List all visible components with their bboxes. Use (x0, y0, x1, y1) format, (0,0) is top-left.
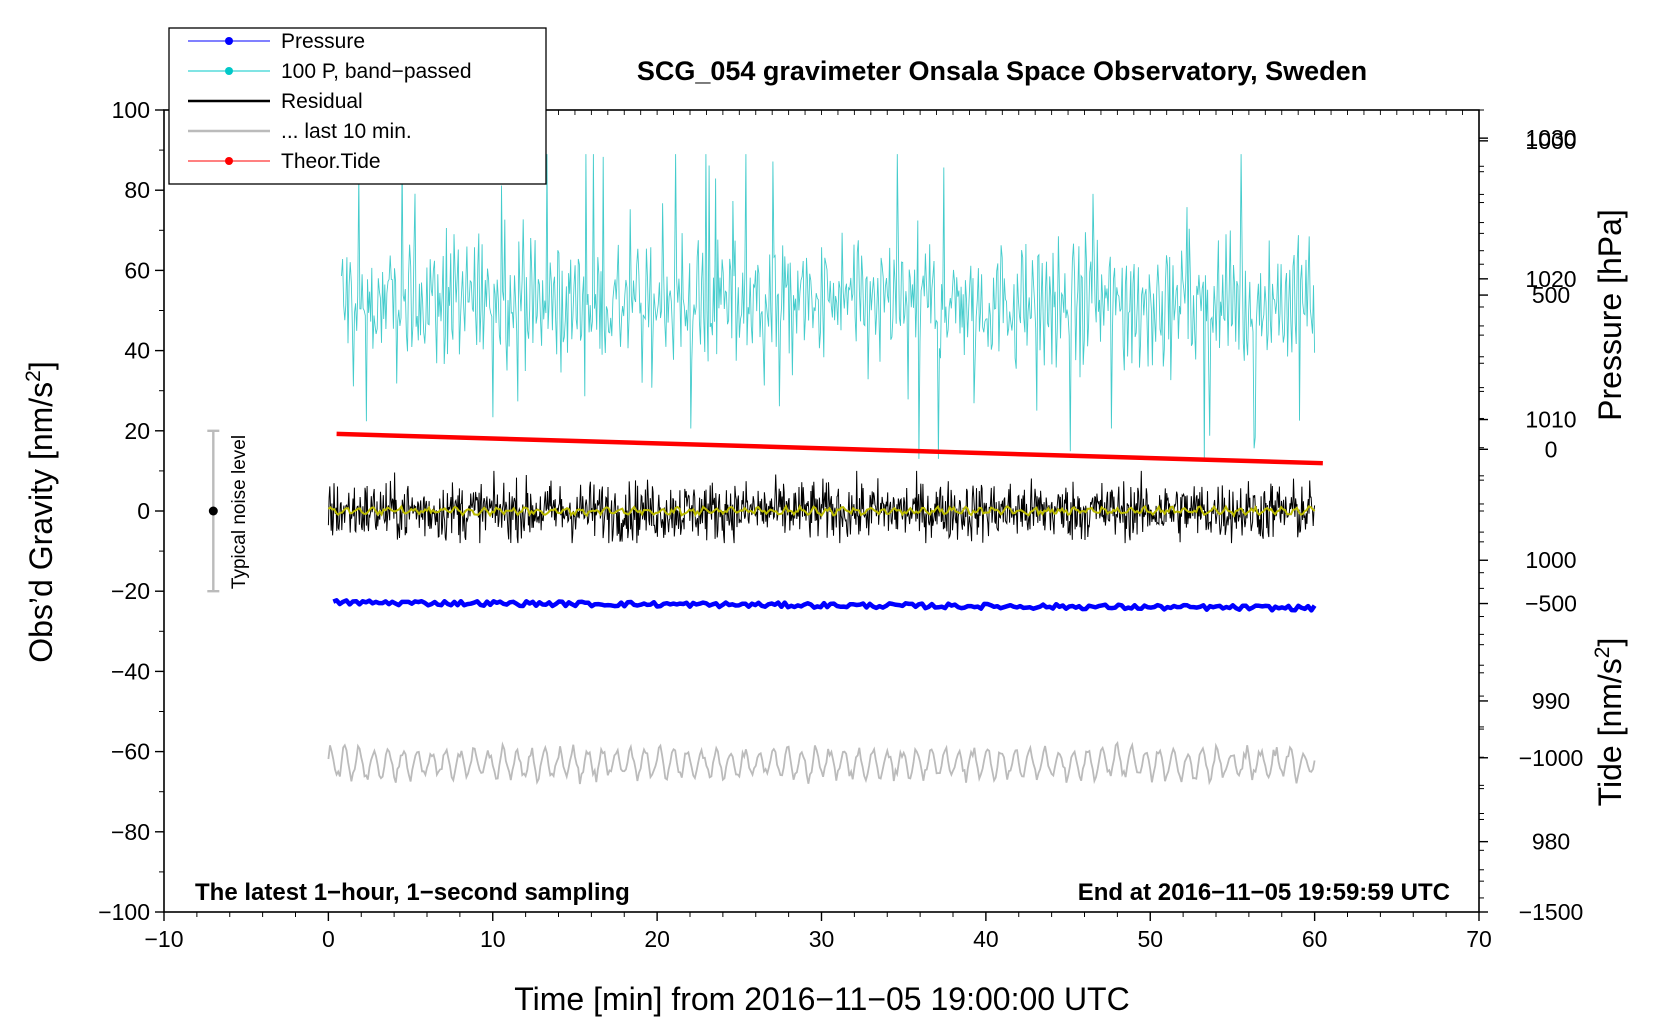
y-tick-label: −80 (111, 819, 150, 845)
x-axis-label: Time [min] from 2016−11−05 19:00:00 UTC (514, 981, 1129, 1017)
series-residual-smoothed (327, 503, 1316, 518)
pressure-tick-label: 990 (1532, 688, 1570, 714)
tide-tick-label: −500 (1525, 591, 1577, 617)
pressure-tick-label: 1030 (1525, 125, 1576, 151)
tide-tick-label: −1000 (1519, 745, 1584, 771)
series-layer (327, 154, 1323, 786)
pressure-tick-label: 980 (1532, 829, 1570, 855)
legend-box (168, 27, 547, 185)
y-tick-label: −60 (111, 739, 150, 765)
legend-theor-tide-marker (225, 157, 233, 165)
pressure-tick-label: 1000 (1525, 547, 1576, 573)
legend: Pressure 100 P, band−passed Residual ... la… (168, 27, 547, 185)
y-axis-label-pressure: Pressure [hPa] (1592, 209, 1628, 421)
y-tick-label: 20 (124, 418, 150, 444)
x-tick-label: 40 (973, 926, 999, 952)
series-band-passed-pressure (341, 154, 1316, 459)
ticks-layer: −10 0 10 20 30 40 50 60 70100806040200−20−40−60−… (98, 97, 1583, 952)
legend-last-10-min-label: ... last 10 min. (281, 120, 412, 143)
y-tick-label: 80 (124, 177, 150, 203)
x-tick-label: 50 (1137, 926, 1163, 952)
series-pressure (332, 598, 1317, 613)
legend-band-passed-label: 100 P, band−passed (281, 60, 472, 83)
pressure-tick-label: 1020 (1525, 266, 1576, 292)
series-residual (327, 470, 1316, 544)
tide-tick-label: 1000 (1525, 128, 1576, 154)
y-tick-label: −40 (111, 658, 150, 684)
noise-bar: Typical noise level (207, 429, 250, 593)
y-axis-label-left: Obs’d Gravity [nm/s2] (22, 361, 59, 663)
y-tick-label: 0 (137, 498, 150, 524)
x-tick-label: 10 (480, 926, 506, 952)
tide-tick-label: 500 (1532, 282, 1570, 308)
x-tick-label: 0 (322, 926, 335, 952)
y-tick-label: 40 (124, 338, 150, 364)
legend-residual-label: Residual (281, 90, 363, 113)
x-tick-label: 70 (1466, 926, 1492, 952)
tide-tick-label: 0 (1545, 436, 1558, 462)
y-tick-label: −20 (111, 578, 150, 604)
series-theoretical-tide (336, 431, 1323, 466)
chart-title: SCG_054 gravimeter Onsala Space Observat… (637, 56, 1367, 86)
x-tick-label: −10 (144, 926, 183, 952)
noise-bar-label: Typical noise level (229, 435, 250, 589)
y-tick-label: 100 (112, 97, 150, 123)
x-tick-label: 20 (644, 926, 670, 952)
legend-pressure-label: Pressure (281, 30, 365, 53)
y-axis-label-tide: Tide [nm/s2] (1591, 638, 1628, 807)
y-tick-label: 60 (124, 257, 150, 283)
series-last-10-min (327, 740, 1316, 786)
annotation-left: The latest 1−hour, 1−second sampling (195, 879, 630, 906)
annotation-right: End at 2016−11−05 19:59:59 UTC (1078, 879, 1450, 906)
noise-bar-center-dot (208, 506, 218, 516)
legend-pressure-marker (225, 37, 233, 45)
x-tick-label: 60 (1302, 926, 1328, 952)
legend-band-passed-marker (225, 67, 233, 75)
tide-tick-label: −1500 (1519, 899, 1584, 925)
legend-theor-tide-label: Theor.Tide (281, 150, 381, 173)
x-tick-label: 30 (809, 926, 835, 952)
y-tick-label: −100 (98, 899, 150, 925)
pressure-tick-label: 1010 (1525, 407, 1576, 433)
